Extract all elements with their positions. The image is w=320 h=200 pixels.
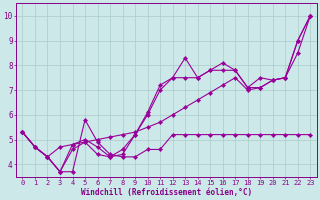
X-axis label: Windchill (Refroidissement éolien,°C): Windchill (Refroidissement éolien,°C) [81, 188, 252, 197]
